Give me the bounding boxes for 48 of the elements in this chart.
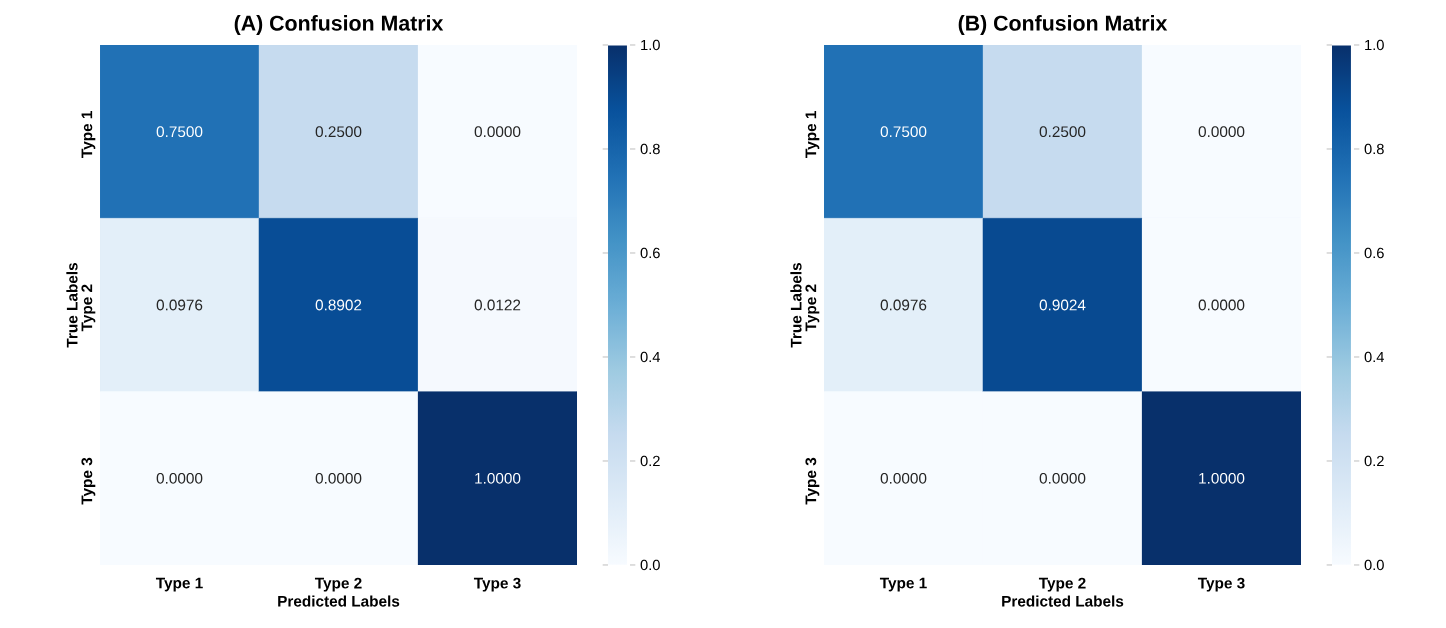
data-label: 0.0000 [156, 472, 203, 484]
y-tick-label: Type 2 [805, 284, 820, 332]
x-tick-label: Type 1 [879, 577, 927, 592]
data-label: 0.0000 [1198, 126, 1245, 138]
data-label: 0.2500 [315, 126, 362, 138]
y-axis-title: True Labels [66, 263, 78, 348]
color-bar-label: 0.2 [640, 455, 660, 467]
color-bar-label: 0.2 [1364, 455, 1384, 467]
color-bar-label: 0.6 [1364, 247, 1384, 259]
x-tick-label: Type 2 [1038, 577, 1086, 592]
data-label: 0.8902 [315, 299, 362, 311]
color-bar-label: 0.8 [640, 143, 660, 155]
color-bar-label: 0.0 [640, 559, 660, 571]
x-tick-label: Type 3 [1197, 577, 1245, 592]
color-bar-label: 0.8 [1364, 143, 1384, 155]
data-label: 1.0000 [475, 472, 521, 484]
data-label: 0.2500 [1039, 126, 1086, 138]
data-label: 0.9024 [1039, 299, 1086, 311]
data-label: 0.0976 [156, 299, 203, 311]
color-bar-label: 0.4 [1364, 351, 1384, 363]
color-bar-label: 1.0 [1365, 39, 1384, 51]
chart-title: (B) Confusion Matrix [958, 15, 1168, 35]
data-label: 0.0000 [880, 472, 927, 484]
y-tick-label: Type 1 [81, 111, 96, 158]
data-label: 0.0000 [1198, 299, 1245, 311]
x-axis-title: Predicted Labels [1002, 595, 1124, 607]
data-label: 1.0000 [1199, 472, 1245, 484]
x-tick-label: Type 2 [314, 577, 362, 592]
y-tick-label: Type 2 [81, 284, 96, 332]
y-axis-title: True Labels [790, 263, 802, 348]
x-tick-label: Type 3 [473, 577, 521, 592]
y-tick-label: Type 3 [81, 457, 96, 505]
data-label: 0.0976 [880, 299, 927, 311]
color-bar-label: 1.0 [641, 39, 660, 51]
y-tick-label: Type 1 [805, 111, 820, 158]
chart-title: (A) Confusion Matrix [234, 15, 444, 35]
data-label: 0.0000 [315, 472, 362, 484]
color-bar-label: 0.6 [640, 247, 660, 259]
data-label: 0.0000 [1039, 472, 1086, 484]
data-label: 0.7500 [880, 126, 927, 138]
x-axis-title: Predicted Labels [278, 595, 400, 607]
data-label: 0.7500 [156, 126, 203, 138]
data-label: 0.0122 [474, 299, 521, 311]
data-label: 0.0000 [474, 126, 521, 138]
y-tick-label: Type 3 [805, 457, 820, 505]
color-bar-label: 0.0 [1364, 559, 1384, 571]
color-bar-label: 0.4 [640, 351, 660, 363]
x-tick-label: Type 1 [155, 577, 203, 592]
